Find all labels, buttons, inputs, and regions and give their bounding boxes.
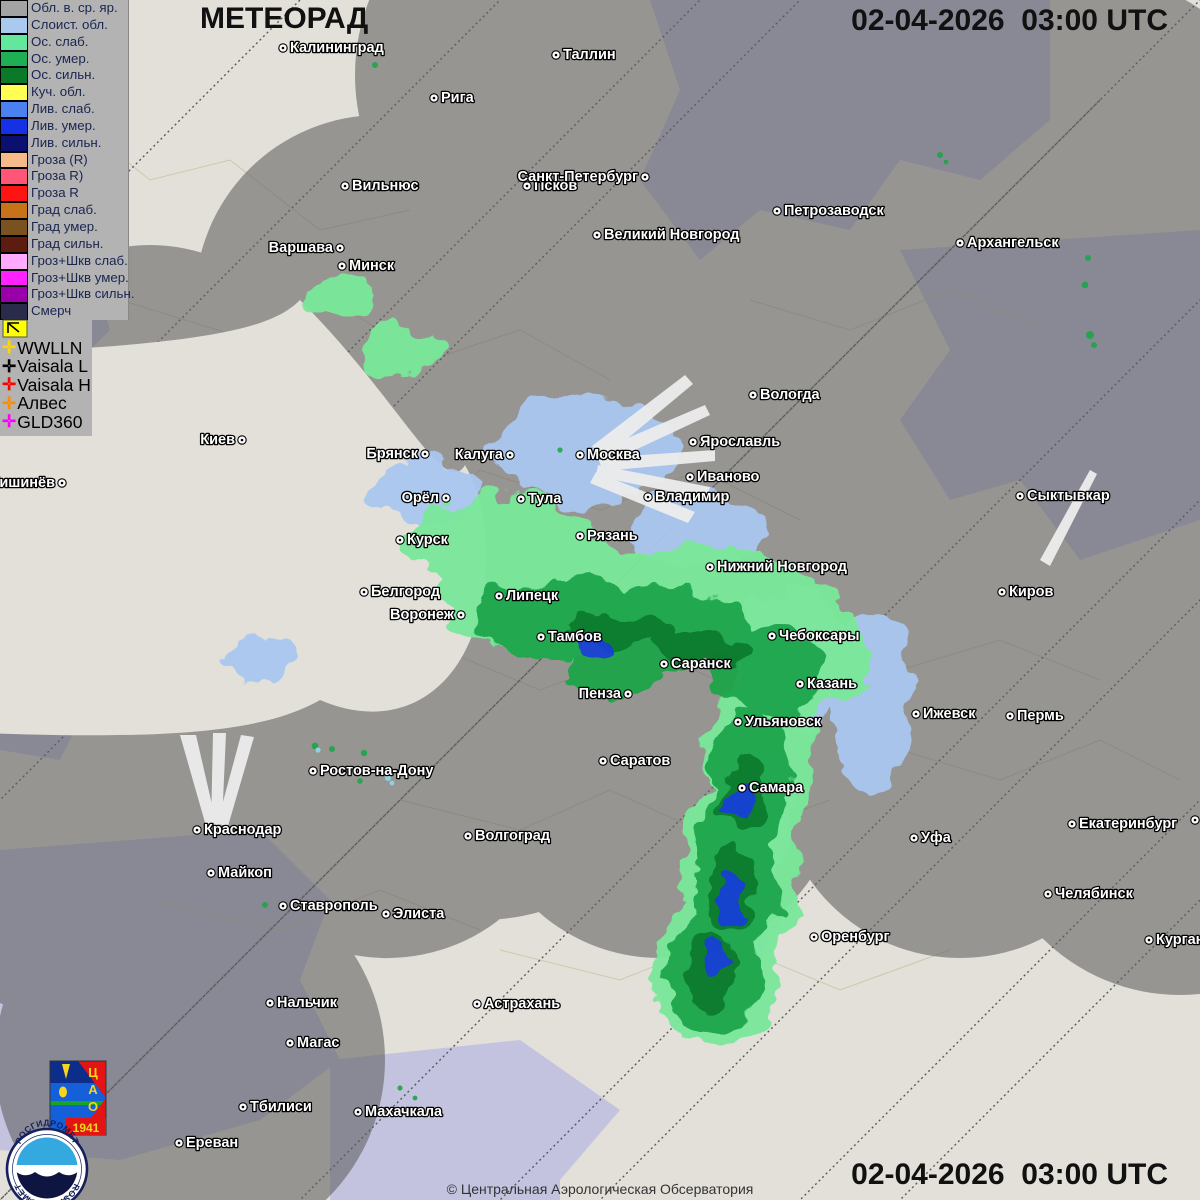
svg-text:Великий Новгород: Великий Новгород — [604, 227, 739, 243]
svg-text:Киров: Киров — [1009, 584, 1053, 600]
svg-text:Орёл: Орёл — [402, 490, 439, 506]
svg-text:Тамбов: Тамбов — [548, 629, 602, 645]
svg-text:Липецк: Липецк — [506, 588, 559, 604]
svg-text:Воронеж: Воронеж — [390, 607, 455, 623]
svg-text:Ульяновск: Ульяновск — [745, 714, 822, 730]
svg-text:Брянск: Брянск — [366, 446, 418, 462]
svg-text:Вологда: Вологда — [760, 387, 821, 403]
svg-text:Калуга: Калуга — [455, 447, 504, 463]
svg-text:Таллин: Таллин — [563, 47, 616, 63]
svg-text:Ереван: Ереван — [186, 1135, 238, 1151]
svg-text:О: О — [88, 1099, 98, 1114]
svg-text:Краснодар: Краснодар — [204, 822, 282, 838]
svg-text:А: А — [88, 1082, 98, 1097]
svg-text:Вильнюс: Вильнюс — [352, 178, 419, 194]
svg-text:Минск: Минск — [349, 258, 395, 274]
svg-text:Ростов-на-Дону: Ростов-на-Дону — [320, 763, 433, 779]
svg-text:Казань: Казань — [807, 676, 857, 692]
svg-text:Самара: Самара — [749, 780, 804, 796]
svg-text:Магас: Магас — [297, 1035, 340, 1051]
svg-text:Сыктывкар: Сыктывкар — [1027, 488, 1110, 504]
svg-text:Курск: Курск — [407, 532, 449, 548]
svg-text:Волгоград: Волгоград — [475, 828, 550, 844]
svg-text:Рига: Рига — [441, 90, 475, 106]
svg-text:Калининград: Калининград — [290, 40, 384, 56]
svg-text:Киев: Киев — [200, 432, 235, 448]
svg-text:Ставрополь: Ставрополь — [290, 898, 378, 914]
svg-text:Тбилиси: Тбилиси — [250, 1099, 312, 1115]
svg-text:Тула: Тула — [528, 491, 562, 507]
svg-text:Петрозаводск: Петрозаводск — [784, 203, 884, 219]
svg-text:1941: 1941 — [73, 1121, 100, 1135]
svg-text:Астрахань: Астрахань — [484, 996, 560, 1012]
svg-text:Чебоксары: Чебоксары — [779, 628, 860, 644]
svg-text:Пермь: Пермь — [1017, 708, 1064, 724]
svg-text:Саранск: Саранск — [671, 656, 731, 672]
svg-text:Майкоп: Майкоп — [218, 865, 272, 881]
svg-text:Нижний Новгород: Нижний Новгород — [717, 559, 847, 575]
svg-text:Иваново: Иваново — [697, 469, 760, 485]
svg-text:Саратов: Саратов — [610, 753, 670, 769]
svg-text:Ярославль: Ярославль — [700, 434, 780, 450]
svg-text:Оренбург: Оренбург — [821, 929, 890, 945]
svg-text:Владимир: Владимир — [655, 489, 730, 505]
svg-text:Архангельск: Архангельск — [967, 235, 1059, 251]
svg-text:Курган: Курган — [1156, 932, 1200, 948]
svg-text:Нальчик: Нальчик — [277, 995, 338, 1011]
svg-text:Ижевск: Ижевск — [923, 706, 976, 722]
svg-text:Ц: Ц — [88, 1065, 98, 1080]
svg-text:Рязань: Рязань — [587, 528, 638, 544]
svg-text:Белгород: Белгород — [371, 584, 440, 600]
svg-text:Москва: Москва — [587, 447, 641, 463]
svg-text:Варшава: Варшава — [269, 240, 334, 256]
svg-text:Екатеринбург: Екатеринбург — [1079, 816, 1177, 832]
svg-text:Махачкала: Махачкала — [365, 1104, 443, 1120]
svg-text:Кишинёв: Кишинёв — [0, 475, 55, 491]
svg-text:Челябинск: Челябинск — [1055, 886, 1134, 902]
svg-text:Уфа: Уфа — [921, 830, 952, 846]
svg-text:Пенза: Пенза — [579, 686, 622, 702]
svg-text:Санкт-Петербург: Санкт-Петербург — [517, 169, 638, 185]
svg-text:Элиста: Элиста — [393, 906, 445, 922]
